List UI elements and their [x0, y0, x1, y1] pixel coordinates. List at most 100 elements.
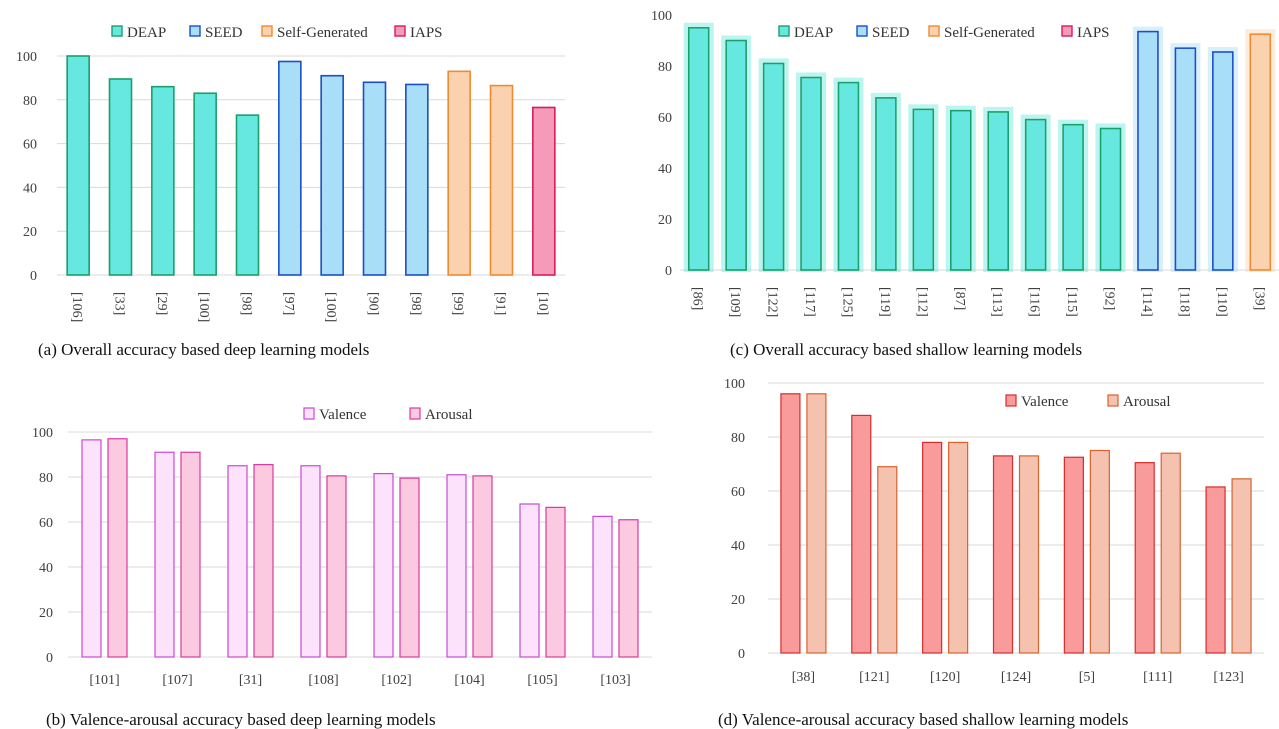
x-tick-label: [100] — [196, 292, 211, 322]
x-tick-label: [124] — [1001, 670, 1031, 685]
bar — [992, 455, 1014, 654]
y-tick-label: 20 — [39, 606, 53, 621]
bar — [949, 109, 972, 271]
bar — [320, 74, 344, 276]
x-tick-label: [31] — [239, 673, 262, 688]
x-tick-label: [121] — [859, 670, 889, 685]
figure-caption: (a) Overall accuracy based deep learning… — [38, 340, 369, 359]
legend-swatch — [1107, 394, 1119, 407]
bar — [1205, 486, 1226, 654]
bar — [875, 97, 897, 271]
bar — [1174, 47, 1197, 271]
bar — [227, 465, 248, 658]
bar — [399, 477, 420, 658]
x-tick-label: [101] — [89, 673, 119, 688]
bar — [618, 519, 639, 658]
bar — [687, 26, 710, 271]
bar — [987, 111, 1010, 271]
y-tick-label: 40 — [731, 539, 745, 554]
y-tick-label: 20 — [731, 593, 745, 608]
x-tick-label: [114] — [1139, 287, 1154, 317]
x-tick-label: [108] — [308, 673, 338, 688]
legend-label: SEED — [205, 25, 243, 41]
bar — [1137, 30, 1159, 271]
bar — [447, 70, 471, 276]
y-tick-label: 80 — [731, 431, 745, 446]
bar — [1160, 452, 1181, 654]
x-tick-label: [103] — [600, 673, 630, 688]
x-tick-label: [105] — [527, 673, 557, 688]
bar — [806, 393, 827, 654]
x-tick-label: [98] — [239, 292, 254, 315]
y-tick-label: 0 — [46, 651, 53, 666]
panel-b-chart: 0 20 40 60 80 100 [101] [107] [31] [108] [102] [104… — [32, 407, 652, 729]
y-tick-label: 100 — [724, 377, 745, 392]
panel-c-chart: 0 20 40 60 80 100 [86] [109] [122] [117] [125] [119… — [651, 9, 1279, 359]
bar — [1134, 462, 1155, 654]
y-tick-label: 0 — [738, 647, 745, 662]
bar — [180, 451, 201, 658]
legend-swatch — [189, 25, 201, 37]
x-tick-label: [111] — [1143, 670, 1172, 685]
bar — [592, 515, 613, 658]
legend-label: SEED — [872, 25, 910, 41]
x-tick-label: [117] — [802, 287, 817, 317]
bar — [193, 92, 217, 276]
bar — [446, 474, 467, 658]
bar — [1089, 449, 1110, 654]
bar — [1024, 118, 1047, 271]
legend-label: Valence — [1021, 394, 1069, 410]
bar — [405, 83, 429, 276]
bar — [235, 114, 260, 276]
x-tick-label: [110] — [1214, 287, 1229, 317]
y-tick-label: 60 — [39, 516, 53, 531]
y-tick-label: 100 — [651, 9, 672, 24]
y-tick-label: 40 — [23, 181, 37, 196]
legend-swatch — [928, 25, 940, 37]
bar — [154, 451, 175, 658]
bar — [922, 441, 943, 654]
bar — [373, 473, 394, 658]
figure-caption: (d) Valence-arousal accuracy based shall… — [718, 710, 1128, 729]
legend-label: DEAP — [127, 25, 166, 41]
bar — [837, 81, 860, 271]
legend-label: Valence — [319, 407, 367, 423]
x-tick-label: [122] — [765, 287, 780, 317]
bar — [151, 85, 175, 276]
bar — [278, 60, 302, 276]
bar — [1063, 456, 1084, 654]
y-tick-label: 20 — [658, 213, 672, 228]
y-tick-label: 0 — [30, 269, 37, 284]
legend-swatch — [856, 25, 868, 37]
legend-swatch — [778, 25, 790, 37]
bar — [253, 464, 274, 658]
x-tick-label: [99] — [450, 292, 465, 315]
x-tick-label: [123] — [1213, 670, 1243, 685]
x-tick-label: [120] — [930, 670, 960, 685]
bar — [1018, 455, 1040, 654]
x-tick-label: [29] — [154, 292, 169, 315]
x-tick-label: [86] — [690, 287, 705, 310]
legend-label: DEAP — [794, 25, 833, 41]
legend-label: IAPS — [1077, 25, 1110, 41]
bar — [1099, 127, 1122, 271]
y-tick-label: 100 — [16, 50, 37, 65]
x-tick-label: [107] — [162, 673, 192, 688]
y-tick-label: 20 — [23, 225, 37, 240]
bar — [362, 81, 387, 276]
legend-swatch — [261, 25, 273, 37]
bar — [912, 108, 935, 271]
x-tick-label: [115] — [1064, 287, 1079, 317]
legend-swatch — [111, 25, 123, 37]
legend-label: Self-Generated — [277, 25, 368, 41]
x-tick-label: [116] — [1027, 287, 1042, 317]
y-tick-label: 100 — [32, 426, 53, 441]
legend-swatch — [409, 407, 421, 420]
legend-swatch — [1005, 394, 1017, 407]
x-tick-label: [91] — [493, 292, 508, 315]
bar — [1249, 33, 1272, 271]
x-tick-label: [90] — [366, 292, 381, 315]
x-tick-label: [102] — [381, 673, 411, 688]
bar — [545, 506, 566, 658]
bar — [300, 465, 321, 658]
